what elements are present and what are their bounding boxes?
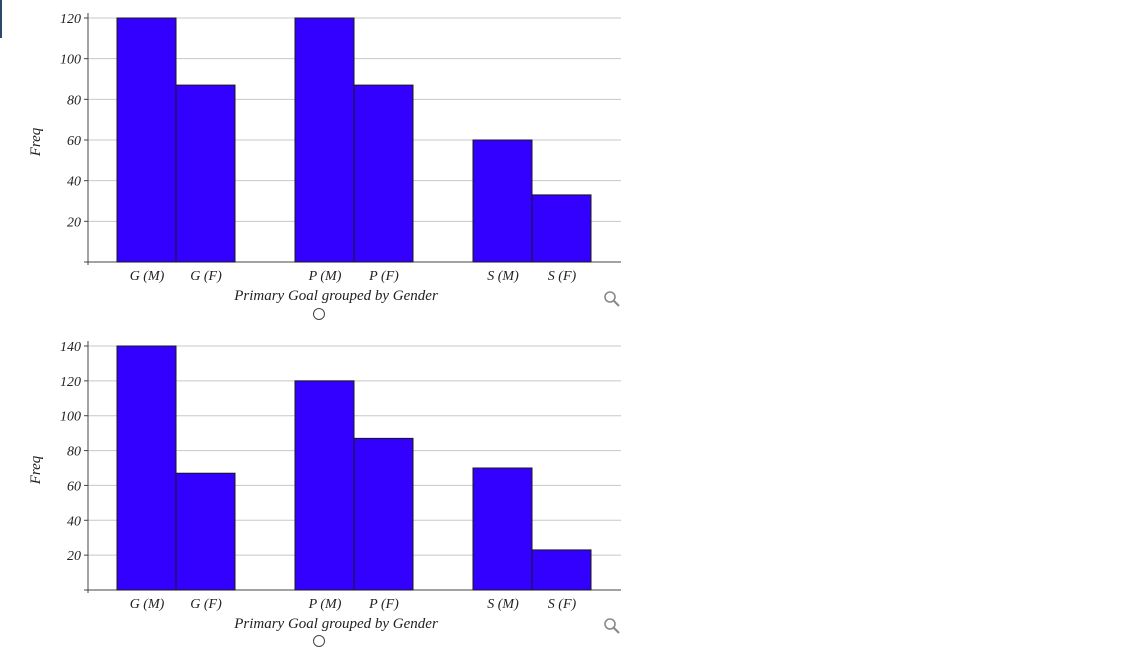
bar xyxy=(472,139,533,263)
y-tick-label: 40 xyxy=(67,175,81,190)
bar xyxy=(294,17,355,263)
bar xyxy=(116,345,177,591)
x-category-label: S (M) xyxy=(487,269,519,284)
bar-chart-option-2: 20 40 60 80 100 120 140 G (M) G (F) P (M) P (F) S (… xyxy=(0,328,640,656)
x-category-label: G (M) xyxy=(130,269,165,284)
x-category-label: G (M) xyxy=(130,597,165,612)
bar xyxy=(294,380,355,591)
x-category-label: P (F) xyxy=(368,269,399,284)
x-category-label: S (F) xyxy=(548,269,577,284)
x-category-label: G (F) xyxy=(190,269,222,284)
y-tick-label: 80 xyxy=(67,93,81,108)
x-category-label: P (F) xyxy=(368,597,399,612)
x-axis-title: Primary Goal grouped by Gender xyxy=(233,288,438,304)
y-tick-label: 20 xyxy=(67,549,81,564)
window-edge-marker xyxy=(0,0,2,38)
bar-chart-2-svg: 20 40 60 80 100 120 140 G (M) G (F) P (M) P (F) S (… xyxy=(28,340,621,632)
bar xyxy=(472,467,533,591)
bar xyxy=(175,472,236,591)
bar-chart-1-svg: 20 40 60 80 100 120 G (M) G (F) P (M) P (F) S (M) S… xyxy=(28,12,621,304)
y-tick-label: 120 xyxy=(60,375,81,390)
y-tick-label: 140 xyxy=(60,340,81,355)
magnifier-icon[interactable] xyxy=(603,290,621,308)
magnifier-icon[interactable] xyxy=(603,617,621,635)
x-category-label: P (M) xyxy=(308,597,342,612)
x-axis-title: Primary Goal grouped by Gender xyxy=(233,616,438,632)
y-tick-label: 100 xyxy=(60,410,81,425)
x-category-label: S (F) xyxy=(548,597,577,612)
option-1-radio[interactable] xyxy=(313,308,325,320)
bar xyxy=(531,549,592,591)
bar xyxy=(353,437,414,591)
y-tick-label: 100 xyxy=(60,53,81,68)
y-tick-label: 80 xyxy=(67,445,81,460)
y-tick-label: 60 xyxy=(67,479,81,494)
y-tick-label: 20 xyxy=(67,215,81,230)
bar-chart-option-1: 20 40 60 80 100 120 G (M) G (F) P (M) P (F) S (M) S… xyxy=(0,0,640,328)
bar xyxy=(175,84,236,263)
x-category-label: G (F) xyxy=(190,597,222,612)
bar xyxy=(531,194,592,263)
y-tick-label: 120 xyxy=(60,12,81,27)
y-tick-label: 60 xyxy=(67,134,81,149)
y-axis-title: Freq xyxy=(28,455,44,485)
bar xyxy=(116,17,177,263)
x-category-label: P (M) xyxy=(308,269,342,284)
x-category-label: S (M) xyxy=(487,597,519,612)
y-axis-title: Freq xyxy=(28,127,44,157)
option-2-radio[interactable] xyxy=(313,635,325,647)
bar xyxy=(353,84,414,263)
y-tick-label: 40 xyxy=(67,514,81,529)
